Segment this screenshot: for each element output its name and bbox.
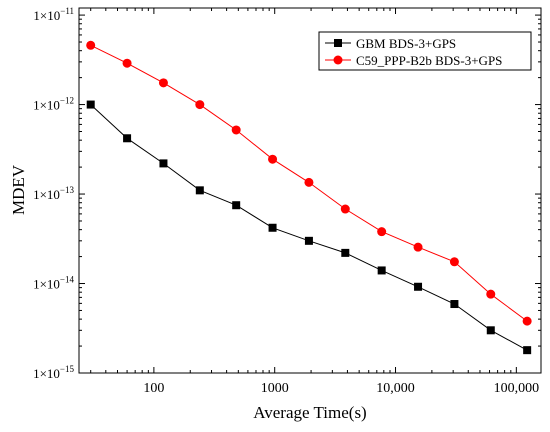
- y-tick-label: 1×10−15: [33, 364, 74, 381]
- data-point-circle: [486, 289, 496, 299]
- y-tick-label: 1×10−14: [33, 275, 74, 292]
- y-tick-label: 1×10−11: [33, 6, 74, 23]
- data-point-circle: [377, 227, 387, 237]
- y-tick-exponent: −15: [60, 364, 75, 374]
- series-layer: [86, 40, 532, 355]
- axes-layer: 100 1000 10,000 100,0001×10−111×10−121×10−1…: [33, 6, 541, 396]
- data-point-circle: [158, 78, 168, 88]
- y-tick-label: 1×10−13: [33, 185, 74, 202]
- x-tick-label: 1000: [261, 381, 289, 396]
- x-tick-label: 10,000: [376, 381, 415, 396]
- series-gbm: [86, 100, 532, 355]
- data-point-circle: [340, 204, 350, 214]
- y-tick-base: 1×10: [33, 98, 60, 113]
- y-tick-base: 1×10: [33, 187, 60, 202]
- data-point-square: [523, 346, 532, 355]
- y-tick-exponent: −11: [60, 6, 74, 16]
- legend-marker-circle: [333, 55, 343, 65]
- data-point-square: [486, 326, 495, 335]
- x-tick-label: 100,000: [494, 381, 540, 396]
- y-tick-exponent: −13: [60, 185, 75, 195]
- legend-label: GBM BDS-3+GPS: [356, 36, 456, 51]
- series-c59: [86, 40, 532, 326]
- y-tick-exponent: −14: [60, 275, 75, 285]
- legend: GBM BDS-3+GPS C59_PPP-B2b BDS-3+GPS: [318, 31, 532, 71]
- data-point-square: [268, 223, 277, 232]
- data-point-circle: [413, 242, 423, 252]
- data-point-circle: [195, 100, 205, 110]
- y-tick-label: 1×10−12: [33, 96, 74, 113]
- y-tick-base: 1×10: [33, 366, 60, 381]
- y-tick-base: 1×10: [33, 8, 60, 23]
- data-point-circle: [304, 177, 314, 187]
- data-point-circle: [231, 125, 241, 135]
- y-tick-base: 1×10: [33, 277, 60, 292]
- data-point-square: [414, 282, 423, 291]
- data-point-square: [377, 266, 386, 275]
- x-axis-title: Average Time(s): [253, 403, 366, 422]
- legend-label: C59_PPP-B2b BDS-3+GPS: [356, 53, 502, 68]
- data-point-circle: [522, 316, 532, 326]
- legend-box: [318, 31, 532, 71]
- data-point-square: [86, 100, 95, 109]
- data-point-square: [232, 201, 241, 210]
- series-line: [90, 104, 528, 351]
- data-point-circle: [86, 40, 96, 50]
- data-point-square: [341, 248, 350, 257]
- plot-frame: [78, 7, 542, 374]
- data-point-square: [159, 159, 168, 168]
- data-point-square: [195, 186, 204, 195]
- data-point-circle: [122, 58, 132, 68]
- data-point-square: [123, 134, 132, 143]
- y-axis-title: MDEV: [9, 164, 28, 215]
- data-point-circle: [268, 154, 278, 164]
- data-point-square: [450, 300, 459, 309]
- data-point-circle: [449, 257, 459, 267]
- legend-marker-square: [334, 39, 342, 47]
- data-point-square: [304, 236, 313, 245]
- y-tick-exponent: −12: [60, 96, 74, 106]
- x-tick-label: 100: [143, 381, 164, 396]
